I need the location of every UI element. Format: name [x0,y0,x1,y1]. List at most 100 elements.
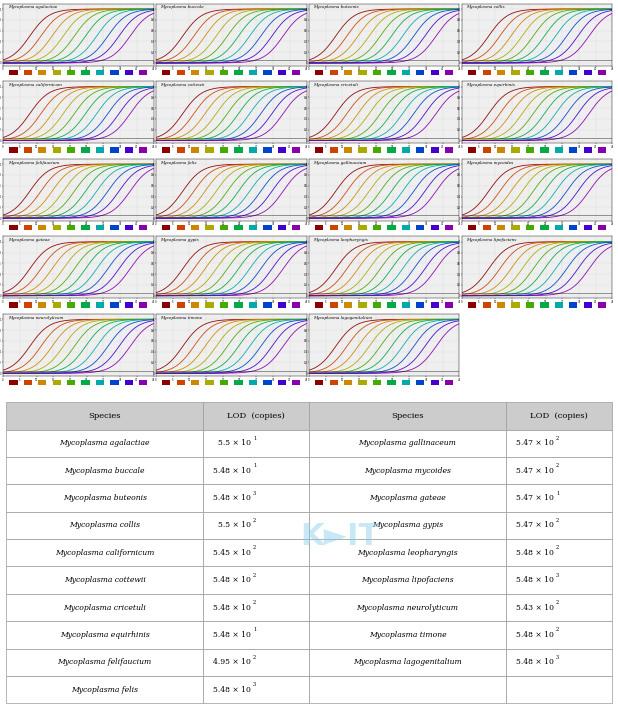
Text: 2: 2 [253,573,256,578]
Bar [598,70,606,75]
Bar [191,302,200,308]
Bar [315,225,323,231]
Bar [9,147,17,153]
Bar [139,147,148,153]
Bar [249,147,257,153]
Text: 1: 1 [556,491,559,496]
Bar [6,430,203,457]
Bar [234,70,243,75]
Bar [125,70,133,75]
Text: Mycoplasma buccale: Mycoplasma buccale [161,6,205,9]
Bar [177,302,185,308]
Bar [431,147,439,153]
Bar [309,402,506,430]
Text: Mycoplasma collis: Mycoplasma collis [69,521,140,529]
Bar [483,302,491,308]
Bar [249,70,257,75]
Bar [506,457,612,484]
Bar [96,225,104,231]
Bar [526,225,534,231]
Text: 5.47 × 10: 5.47 × 10 [516,467,554,475]
Text: 2: 2 [556,463,559,468]
Text: Mycoplasma mycoides: Mycoplasma mycoides [467,161,514,165]
Bar [203,676,309,703]
Bar [96,380,104,386]
Bar [329,380,338,386]
Text: 2: 2 [556,627,559,632]
Bar [53,302,61,308]
Bar [162,302,171,308]
Bar [416,302,425,308]
Bar [506,594,612,621]
Bar [249,302,257,308]
Bar [387,380,396,386]
Text: 5.47 × 10: 5.47 × 10 [516,494,554,502]
Bar [9,225,17,231]
Bar [583,70,592,75]
Bar [177,70,185,75]
Text: Mycoplasma lipofaciens: Mycoplasma lipofaciens [467,239,517,242]
Bar [506,539,612,566]
Bar [292,147,300,153]
Text: 4.95 × 10: 4.95 × 10 [213,658,252,666]
Bar [277,302,286,308]
Text: 1: 1 [253,627,256,632]
Bar [506,430,612,457]
Bar [110,147,119,153]
Text: Mycoplasma lagogenitalium: Mycoplasma lagogenitalium [313,316,373,320]
Bar [309,594,506,621]
Text: 2: 2 [556,600,559,605]
Bar [53,225,61,231]
Bar [23,380,32,386]
Bar [82,380,90,386]
Text: Mycoplasma cricetuli: Mycoplasma cricetuli [313,83,358,87]
Bar [53,380,61,386]
Bar [555,147,563,153]
Bar [555,70,563,75]
Bar [203,402,309,430]
Text: 5.48 × 10: 5.48 × 10 [213,494,252,502]
Text: Mycoplasma gallinaceum: Mycoplasma gallinaceum [358,439,457,447]
Text: 5.48 × 10: 5.48 × 10 [516,576,554,584]
Bar [431,70,439,75]
Bar [191,147,200,153]
Bar [309,649,506,676]
Bar [402,70,410,75]
Bar [82,147,90,153]
Text: 2: 2 [556,436,559,441]
Bar [9,302,17,308]
Bar [309,457,506,484]
Bar [82,225,90,231]
Bar [387,70,396,75]
Bar [358,225,366,231]
Bar [292,380,300,386]
Bar [139,302,148,308]
Bar [125,225,133,231]
Bar [373,70,381,75]
Bar [292,225,300,231]
Text: Species: Species [391,412,424,420]
Bar [177,380,185,386]
Bar [125,302,133,308]
Bar [506,566,612,594]
Text: 5.48 × 10: 5.48 × 10 [213,603,252,611]
Bar [344,302,352,308]
Bar [445,225,454,231]
Bar [329,70,338,75]
Text: 2: 2 [556,518,559,523]
Text: Mycoplasma agalactiae: Mycoplasma agalactiae [7,6,57,9]
Bar [506,649,612,676]
Text: Mycoplasma buteonis: Mycoplasma buteonis [62,494,146,502]
Bar [506,621,612,649]
Text: 3: 3 [556,573,559,578]
Bar [497,70,506,75]
Bar [6,676,203,703]
Bar [249,225,257,231]
Bar [263,70,271,75]
Bar [6,539,203,566]
Text: 1: 1 [253,436,256,441]
Bar [220,70,228,75]
Bar [234,380,243,386]
Bar [9,70,17,75]
Bar [23,302,32,308]
